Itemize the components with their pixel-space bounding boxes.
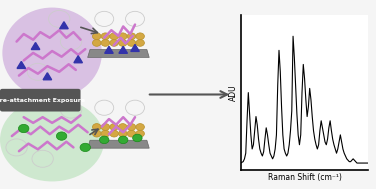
- Circle shape: [118, 33, 127, 40]
- Circle shape: [101, 33, 110, 40]
- Circle shape: [56, 132, 67, 140]
- Polygon shape: [88, 50, 149, 57]
- Circle shape: [118, 130, 127, 137]
- Polygon shape: [74, 56, 82, 63]
- X-axis label: Raman Shift (cm⁻¹): Raman Shift (cm⁻¹): [268, 173, 341, 182]
- Circle shape: [136, 40, 144, 46]
- Circle shape: [127, 124, 136, 130]
- Polygon shape: [31, 43, 40, 50]
- Circle shape: [80, 143, 91, 152]
- Circle shape: [110, 124, 118, 130]
- Polygon shape: [60, 22, 68, 29]
- FancyBboxPatch shape: [0, 89, 80, 112]
- Circle shape: [110, 130, 118, 137]
- Polygon shape: [43, 73, 52, 80]
- Circle shape: [136, 33, 144, 40]
- Ellipse shape: [0, 98, 104, 181]
- Circle shape: [136, 124, 144, 130]
- Polygon shape: [119, 46, 127, 53]
- Y-axis label: ADU: ADU: [229, 84, 238, 101]
- Circle shape: [18, 124, 29, 133]
- Circle shape: [118, 136, 128, 144]
- Circle shape: [92, 130, 101, 137]
- Circle shape: [118, 124, 127, 130]
- Circle shape: [100, 136, 109, 144]
- Circle shape: [92, 33, 101, 40]
- Circle shape: [101, 130, 110, 137]
- Circle shape: [127, 40, 136, 46]
- Polygon shape: [105, 46, 113, 53]
- Text: Pre-attachment Exposure: Pre-attachment Exposure: [0, 98, 85, 103]
- Circle shape: [127, 130, 136, 137]
- Circle shape: [118, 40, 127, 46]
- Circle shape: [136, 130, 144, 137]
- Circle shape: [127, 33, 136, 40]
- Circle shape: [110, 40, 118, 46]
- Ellipse shape: [2, 8, 102, 98]
- Circle shape: [101, 124, 110, 130]
- Circle shape: [110, 33, 118, 40]
- Polygon shape: [17, 61, 26, 68]
- Circle shape: [101, 40, 110, 46]
- Polygon shape: [88, 140, 149, 148]
- Circle shape: [133, 134, 142, 142]
- Circle shape: [92, 124, 101, 130]
- Circle shape: [92, 40, 101, 46]
- Polygon shape: [131, 44, 139, 51]
